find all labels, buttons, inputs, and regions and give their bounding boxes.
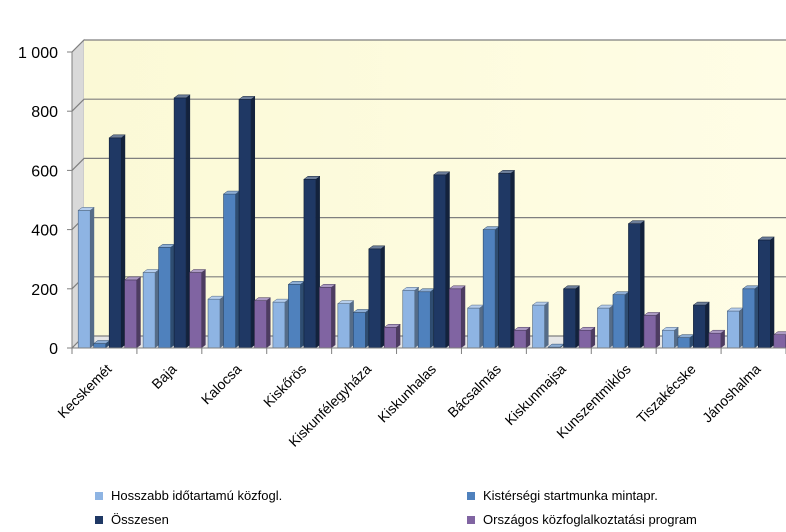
bar	[497, 170, 516, 349]
legend-swatch	[95, 491, 103, 500]
bar	[448, 285, 466, 349]
bar	[643, 312, 661, 349]
x-tick-label: Baja	[148, 361, 179, 392]
x-tick-label: Kiskunhalas	[374, 361, 439, 426]
x-tick-label: Kiskunmajsa	[501, 361, 569, 429]
x-tick-label: Kiskőrös	[260, 361, 309, 410]
bar	[92, 340, 111, 349]
bar	[417, 288, 435, 349]
y-tick-label: 200	[31, 282, 58, 299]
bar	[188, 269, 207, 349]
legend-swatch	[467, 491, 475, 500]
bar	[482, 226, 500, 349]
bar	[287, 281, 306, 349]
bar	[742, 285, 760, 349]
legend-label: Összesen	[111, 512, 169, 527]
bar	[207, 295, 225, 349]
bar	[402, 287, 420, 349]
x-tick-label: Kalocsa	[198, 361, 245, 408]
bar	[578, 326, 596, 349]
x-tick-label: Bácsalmás	[444, 361, 504, 421]
legend-swatch	[467, 515, 475, 524]
y-tick-label: 600	[31, 163, 58, 180]
bar	[562, 285, 581, 349]
bar	[466, 304, 485, 349]
bar	[661, 326, 680, 349]
y-tick-label: 0	[49, 341, 58, 358]
bar	[383, 324, 402, 349]
bar	[337, 300, 355, 349]
x-tick-label: Kecskemét	[54, 361, 114, 421]
legend-item-hosszabb: Hosszabb időtartamú közfogl.	[95, 488, 282, 503]
bar	[108, 134, 126, 349]
bar	[612, 291, 630, 349]
y-tick-label: 1 000	[18, 45, 58, 62]
bar	[773, 331, 786, 349]
legend-swatch	[95, 515, 103, 524]
bar	[303, 176, 321, 349]
bar	[368, 245, 386, 349]
bar	[77, 207, 95, 349]
legend-item-orszagos: Országos közfoglalkoztatási program	[467, 512, 697, 527]
bar	[352, 309, 371, 349]
bar	[757, 236, 776, 349]
bar	[596, 304, 615, 349]
bar	[433, 171, 451, 349]
y-tick-label: 800	[31, 104, 58, 121]
bar	[123, 276, 142, 349]
bar	[677, 334, 695, 349]
legend-label: Kistérségi startmunka mintapr.	[483, 488, 658, 503]
bar	[222, 190, 241, 349]
gridline	[71, 157, 786, 171]
bar	[253, 297, 272, 349]
y-tick-label: 400	[31, 223, 58, 240]
bar	[692, 301, 711, 349]
bar	[157, 244, 176, 349]
bar	[531, 301, 550, 349]
legend-label: Hosszabb időtartamú közfogl.	[111, 488, 283, 503]
bar	[708, 329, 726, 349]
legend-label: Országos közfoglalkoztatási program	[483, 512, 697, 527]
legend-item-osszesen: Összesen	[95, 512, 169, 527]
x-tick-label: Tiszakécske	[633, 361, 699, 427]
bar	[142, 269, 160, 349]
legend: Hosszabb időtartamú közfogl. Kistérségi …	[95, 488, 755, 532]
bar	[272, 298, 290, 349]
gridline	[71, 39, 786, 53]
bar	[513, 326, 531, 349]
bars	[77, 94, 786, 349]
bar	[318, 284, 337, 349]
bar	[627, 220, 646, 349]
gridline	[71, 98, 786, 112]
bar	[173, 94, 191, 349]
bar	[238, 96, 256, 349]
legend-item-kisterseg: Kistérségi startmunka mintapr.	[467, 488, 658, 503]
bar	[726, 307, 745, 349]
y-axis: 0 200 400 600 800 1 000	[18, 45, 73, 358]
x-tick-label: Jánoshalma	[699, 361, 764, 426]
x-axis: Kecskemét Baja Kalocsa KiskőrösKiskunfélegy…	[54, 347, 786, 450]
